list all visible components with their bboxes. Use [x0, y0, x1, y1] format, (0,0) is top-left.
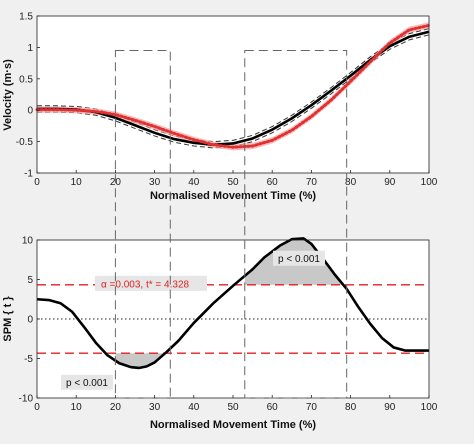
velocity-panel: 0 10 20 30 40 50 60 70 80 90 100-1-0.500.511.5 Nor…: [2, 12, 438, 203]
velocity-x-tick-label: 30: [149, 177, 161, 188]
velocity-x-tick-label: 80: [345, 177, 357, 188]
significant-region-dashed-box: [114, 50, 171, 399]
spm-panel: α =0.003, t* = 4.328 p < 0.001 p < 0.001 0…: [2, 236, 438, 432]
significant-region-dashed-box: [244, 50, 348, 399]
spm-t-curve: [36, 237, 429, 370]
spm-x-tick-label: 10: [71, 402, 83, 413]
spm-x-tick-label: 70: [306, 402, 318, 413]
spm-y-tick-label: 0: [27, 315, 33, 326]
p-value-label: p < 0.001: [278, 254, 320, 265]
velocity-x-tick-label: 40: [188, 177, 200, 188]
velocity-x-tick-label: 100: [421, 177, 438, 188]
spm-x-tick-label: 0: [34, 402, 40, 413]
threshold-label-background: [95, 275, 207, 291]
velocity-y-tick-label: 0.5: [19, 74, 33, 85]
spm-x-tick-label: 90: [384, 402, 396, 413]
velocity-x-tick-label: 90: [384, 177, 396, 188]
velocity-y-tick-label: -1: [24, 169, 33, 180]
threshold-label: α =0.003, t* = 4.328: [101, 279, 190, 290]
spm-x-tick-label: 60: [267, 402, 279, 413]
spm-x-tick-label: 20: [110, 402, 122, 413]
velocity-x-axis-label: Normalised Movement Time (%): [150, 190, 316, 202]
p-value-label-background: [61, 374, 113, 390]
spm-x-axis-label: Normalised Movement Time (%): [150, 419, 316, 431]
velocity-y-tick-label: 1.5: [19, 12, 33, 23]
velocity-x-tick-label: 50: [227, 177, 239, 188]
velocity-y-tick-label: 1: [27, 43, 33, 54]
p-value-label: p < 0.001: [66, 378, 108, 389]
spm-y-tick-label: 5: [27, 275, 33, 286]
spm-y-tick-label: -10: [19, 394, 34, 405]
p-value-label-background: [273, 250, 325, 266]
velocity-x-tick-label: 10: [71, 177, 83, 188]
velocity-y-tick-label: 0: [27, 106, 33, 117]
spm-x-tick-label: 40: [188, 402, 200, 413]
suprathreshold-cluster-fill: [115, 353, 171, 368]
velocity-y-tick-label: -0.5: [16, 137, 34, 148]
mean-curve-2-line: [35, 23, 431, 149]
velocity-x-tick-label: 70: [306, 177, 318, 188]
spm-x-tick-label: 100: [421, 402, 438, 413]
spm-y-axis-label: SPM { t }: [2, 296, 14, 342]
velocity-x-tick-label: 60: [267, 177, 279, 188]
spm-y-tick-label: 10: [22, 236, 34, 247]
spm-y-tick-label: -5: [24, 354, 33, 365]
mean-curve-2-sd-band: [37, 22, 429, 151]
velocity-y-axis-label: Velocity (m·s): [2, 59, 14, 131]
spm-x-tick-label: 50: [227, 402, 239, 413]
spm-x-tick-label: 80: [345, 402, 357, 413]
spm-x-tick-label: 30: [149, 402, 161, 413]
velocity-x-tick-label: 0: [34, 177, 40, 188]
